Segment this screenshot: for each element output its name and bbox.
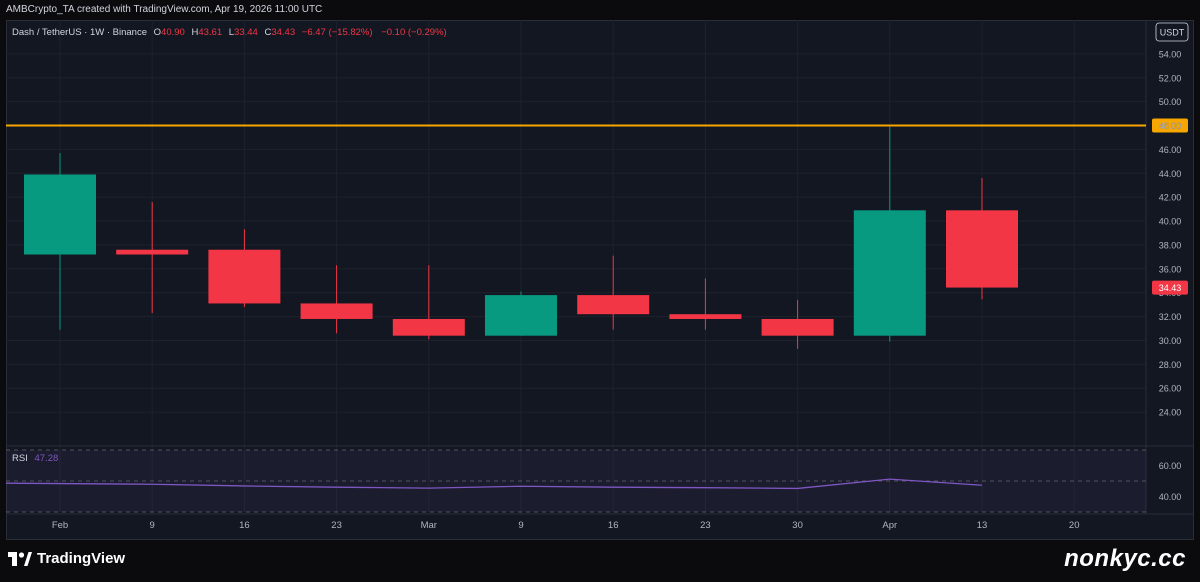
candle-body[interactable]: [946, 210, 1018, 288]
time-tick-label: Feb: [52, 520, 68, 531]
resistance-price-tag: [1152, 118, 1188, 133]
price-tick-label: 26.00: [1159, 384, 1182, 394]
price-tick-label: 30.00: [1159, 336, 1182, 346]
time-tick-label: 23: [331, 520, 342, 531]
legend-l-label: L: [229, 27, 234, 38]
last-price-label: 34.43: [1159, 283, 1182, 293]
price-tick-label: 40.00: [1159, 217, 1182, 227]
time-tick-label: Mar: [421, 520, 437, 531]
time-axis[interactable]: Feb 9 16 23 Mar 9 16 23 30 Apr 13 20: [52, 520, 1080, 531]
candlestick-chart[interactable]: 60.00 40.00 48.00 54.00 52.00 50.00 48.00 46.…: [6, 20, 1194, 540]
legend-o-value: 40.90: [161, 27, 185, 38]
candle-body[interactable]: [577, 295, 650, 315]
currency-badge[interactable]: [1155, 22, 1189, 42]
candle-body[interactable]: [761, 318, 834, 336]
price-tick-label: 42.00: [1159, 193, 1182, 203]
legend-l-value: 33.44: [234, 27, 258, 38]
candle-body[interactable]: [208, 249, 281, 304]
candles[interactable]: [24, 126, 1018, 349]
time-tick-label: 23: [700, 520, 711, 531]
time-tick-label: 16: [239, 520, 250, 531]
price-axis[interactable]: 54.00 52.00 50.00 48.00 46.00 44.00 42.00 40.00…: [1152, 49, 1188, 418]
time-tick-label: 30: [792, 520, 803, 531]
chart-credit: AMBCrypto_TA created with TradingView.co…: [6, 4, 323, 15]
candle-body[interactable]: [392, 318, 465, 336]
time-tick-label: Apr: [882, 520, 897, 531]
candle-body[interactable]: [485, 295, 557, 336]
svg-text:Dash / TetherUS · 1W · Binance: Dash / TetherUS · 1W · Binance O40.90 H4…: [12, 27, 447, 38]
price-tick-label: 48.00: [1159, 121, 1182, 131]
legend-c-value: 34.43: [271, 27, 295, 38]
time-tick-label: 13: [977, 520, 988, 531]
rsi-pane: 60.00 40.00: [6, 449, 1182, 513]
rsi-value: 47.28: [34, 453, 58, 464]
time-tick-label: 9: [518, 520, 523, 531]
currency-label: USDT: [1160, 28, 1185, 38]
rsi-tick-label: 60.00: [1159, 461, 1182, 471]
price-tick-label: 32.00: [1159, 312, 1182, 322]
legend-h-value: 43.61: [198, 27, 222, 38]
price-tick-label: 52.00: [1159, 73, 1182, 83]
candle-body[interactable]: [116, 249, 189, 255]
price-tick-label: 46.00: [1159, 145, 1182, 155]
legend-h-label: H: [191, 27, 198, 38]
rsi-label: RSI: [12, 453, 28, 464]
tradingview-logo[interactable]: TradingView: [8, 550, 125, 567]
legend-extra: −0.10 (−0.29%): [381, 27, 447, 38]
last-price-tag: [1152, 280, 1188, 295]
svg-text:RSI 47.28: RSI 47.28: [12, 453, 58, 464]
tradingview-logo-text: TradingView: [37, 550, 126, 567]
legend-c-label: C: [264, 27, 271, 38]
candle-body[interactable]: [853, 210, 926, 336]
candle-body[interactable]: [669, 314, 742, 319]
rsi-line[interactable]: [6, 478, 983, 490]
price-tick-label: 50.00: [1159, 97, 1182, 107]
candle-body[interactable]: [24, 174, 96, 255]
tradingview-logo-icon: [8, 551, 32, 566]
price-tick-label: 24.00: [1159, 408, 1182, 418]
price-tick-label: 44.00: [1159, 169, 1182, 179]
price-tick-label: 28.00: [1159, 360, 1182, 370]
price-tick-label: 54.00: [1159, 49, 1182, 59]
candle-body[interactable]: [300, 303, 373, 319]
time-tick-label: 20: [1069, 520, 1080, 531]
price-tick-label: 38.00: [1159, 240, 1182, 250]
resistance-level[interactable]: 48.00: [6, 118, 1188, 133]
price-tick-label: 36.00: [1159, 264, 1182, 274]
watermark: nonkyc.cc: [1064, 545, 1186, 572]
legend-symbol: Dash / TetherUS · 1W · Binance: [12, 27, 147, 38]
resistance-price-label: 48.00: [1159, 121, 1182, 131]
legend-change: −6.47 (−15.82%): [302, 27, 373, 38]
time-tick-label: 9: [150, 520, 155, 531]
legend-o-label: O: [154, 27, 161, 38]
time-tick-label: 16: [608, 520, 619, 531]
rsi-tick-label: 40.00: [1159, 492, 1182, 502]
